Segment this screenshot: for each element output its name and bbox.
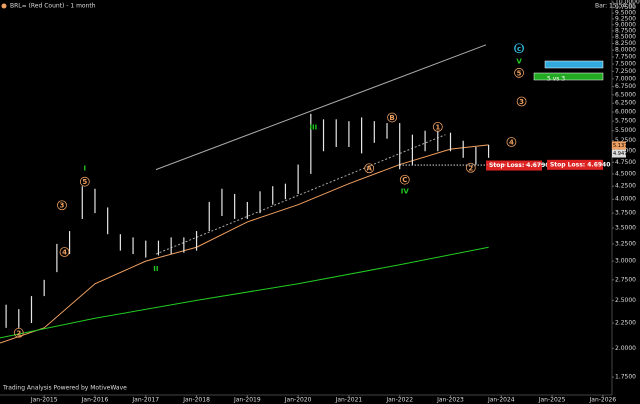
price-tag-label: 5.1371	[613, 143, 631, 149]
y-tick-label: 2.0000	[615, 345, 636, 352]
wave-label: 2	[468, 164, 473, 172]
wave-label: 4	[509, 138, 514, 146]
moving-average	[0, 246, 489, 339]
y-tick-label: 7.2500	[615, 68, 636, 75]
y-tick-label: 1.7500	[615, 374, 636, 381]
wave-circle	[79, 176, 90, 187]
x-tick-label: Jan-2016	[81, 397, 109, 404]
target-box	[533, 72, 604, 81]
price-tag	[612, 141, 626, 150]
y-tick-label: 4.0000	[615, 196, 636, 203]
x-tick-label: Jan-2018	[182, 397, 210, 404]
chart-title: BRL= (Red Count) - 1 month	[10, 3, 96, 10]
price-tag-label: 4.9471	[613, 151, 631, 157]
x-tick-label: Jan-2020	[284, 397, 312, 404]
wave-label: IV	[401, 187, 410, 195]
wave-label: 5	[517, 69, 522, 77]
x-tick-label: Jan-2025	[538, 397, 566, 404]
stop-label: Stop Loss: 4.6790	[489, 162, 549, 169]
wave-circle	[432, 121, 443, 132]
wave-circle	[399, 174, 410, 185]
y-tick-label: 3.0000	[615, 258, 636, 265]
y-tick-label: 6.0000	[615, 109, 636, 116]
wave-label: 1	[435, 123, 440, 131]
wave-label: 3	[60, 202, 65, 210]
wave-circle	[387, 112, 397, 123]
wave-circle	[13, 327, 24, 338]
y-tick-label: 6.7500	[615, 83, 636, 90]
y-tick-label: 8.2500	[615, 40, 636, 47]
wave-label: 2	[16, 329, 21, 337]
wave-circle	[364, 163, 375, 174]
y-tick-label: 8.7500	[615, 27, 636, 34]
wave-label: C	[402, 176, 407, 184]
wave-label: 3	[519, 98, 524, 106]
y-tick-label: 8.0000	[615, 47, 636, 54]
x-tick-label: Jan-2024	[487, 397, 515, 404]
x-tick-label: Jan-2023	[436, 397, 464, 404]
x-tick-label: Jan-2022	[385, 397, 413, 404]
y-tick-label: 4.7500	[615, 159, 636, 166]
y-tick-label: 6.5000	[615, 91, 636, 98]
y-tick-label: 5.5000	[615, 127, 636, 134]
y-tick-label: 4.2500	[615, 183, 636, 190]
x-tick-label: Jan-2019	[233, 397, 261, 404]
footer: Trading Analysis Powered by MotiveWave	[2, 385, 127, 392]
stop-label: Stop Loss: 4.6940	[550, 161, 610, 168]
y-tick-label: 4.5000	[615, 170, 636, 177]
wave-circle	[514, 43, 524, 54]
wave-label: II	[153, 265, 158, 273]
y-tick-label: 9.7500	[615, 4, 636, 11]
target-box	[544, 60, 604, 69]
x-tick-label: Jan-2017	[131, 397, 159, 404]
moving-average	[0, 144, 489, 344]
wave-circle	[465, 162, 476, 173]
x-tick-label: Jan-2021	[335, 397, 363, 404]
y-tick-label: 3.7500	[615, 210, 636, 217]
stop-box	[546, 159, 603, 170]
y-tick-label: 9.2500	[615, 15, 636, 22]
y-tick-label: 2.7500	[615, 276, 636, 283]
y-tick-label: 2.5000	[615, 297, 636, 304]
wave-circle	[506, 137, 517, 147]
x-tick-label: Jan-2015	[30, 397, 58, 404]
y-tick-label: 2.2500	[615, 320, 636, 327]
wave-label: B	[389, 114, 394, 122]
wave-label: I	[84, 165, 87, 173]
symbol-dot	[1, 3, 7, 9]
y-tick-label: 9.0000	[615, 21, 636, 28]
wave-circle	[516, 96, 527, 107]
y-tick-label: 10.0000	[615, 0, 640, 6]
wave-label: III	[309, 123, 317, 131]
stop-box	[486, 160, 543, 171]
wave-circle	[57, 200, 67, 211]
y-tick-label: 7.0000	[615, 75, 636, 82]
y-tick-label: 5.7500	[615, 118, 636, 125]
status: Bar: 15:54:05	[595, 3, 636, 10]
y-tick-label: 3.5000	[615, 224, 636, 231]
y-tick-label: 6.2500	[615, 100, 636, 107]
y-tick-label: 3.2500	[615, 240, 636, 247]
price-tag	[612, 149, 626, 158]
wave-label: 4	[62, 248, 67, 256]
wave-label: A	[367, 165, 373, 173]
wave-circle	[514, 67, 524, 78]
y-tick-label: 5.2500	[615, 137, 636, 144]
x-tick-label: Jan-2026	[589, 397, 617, 404]
y-tick-label: 7.5000	[615, 61, 636, 68]
note: 5 vs 3	[547, 75, 565, 82]
y-tick-label: 9.5000	[615, 10, 636, 17]
trendline	[155, 44, 487, 171]
wave-label: (c)	[514, 45, 525, 53]
y-tick-label: 8.5000	[615, 34, 636, 41]
trendline	[155, 134, 446, 255]
wave-circle	[59, 247, 70, 257]
y-tick-label: 7.7500	[615, 53, 636, 60]
wave-label: V	[516, 58, 522, 66]
wave-label: 5	[82, 178, 87, 186]
